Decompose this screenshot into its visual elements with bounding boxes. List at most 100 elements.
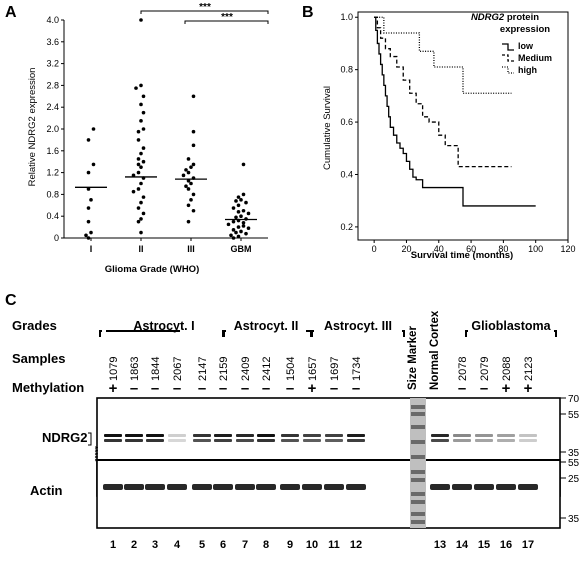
data-point xyxy=(131,189,136,194)
ndrg2-band xyxy=(519,439,537,442)
lane-number: 7 xyxy=(242,539,248,551)
sample-id: 2409 xyxy=(240,357,252,381)
bracket-astrocyt-3 xyxy=(311,330,405,337)
data-point xyxy=(136,206,141,210)
data-point xyxy=(131,173,136,178)
legend-label-high: high xyxy=(518,65,537,75)
data-point xyxy=(186,170,191,175)
lane-number: 5 xyxy=(199,539,205,551)
grade-astrocyt-3: Astrocyt. III xyxy=(324,319,392,333)
kda-label: 55 xyxy=(568,410,580,421)
data-point xyxy=(191,129,196,134)
data-point xyxy=(241,192,246,197)
actin-band xyxy=(346,484,366,490)
sample-id: 2159 xyxy=(218,357,230,381)
data-point xyxy=(84,233,88,238)
data-point xyxy=(186,203,191,208)
ndrg2-band xyxy=(453,434,471,437)
category-label: II xyxy=(138,244,143,254)
sample-id: 2078 xyxy=(457,357,469,381)
ndrg2-band xyxy=(453,439,471,442)
kda-label: 35 xyxy=(568,514,580,525)
data-point xyxy=(231,228,236,232)
data-point xyxy=(141,127,146,131)
legend-swatch-high xyxy=(502,66,514,74)
legend-title-gene: NDRG2 xyxy=(471,12,505,23)
lane-number: 9 xyxy=(287,539,293,551)
data-point xyxy=(136,162,141,167)
data-point xyxy=(141,195,146,199)
scatter-plot-area: 00.40.81.21.62.02.42.83.23.64.0I II III GBM xyxy=(46,15,268,254)
row-label-grades: Grades xyxy=(12,318,57,333)
kda-label: 35 xyxy=(568,448,580,459)
panel-c-letter: C xyxy=(5,292,17,309)
panel-a-ylabel: Relative NDRG2 expression xyxy=(27,68,38,187)
actin-band xyxy=(496,484,516,490)
sample-id: 2147 xyxy=(197,357,209,381)
methylation-status: – xyxy=(130,380,138,397)
marker-band xyxy=(411,500,425,504)
data-point xyxy=(91,162,96,167)
data-point xyxy=(139,200,143,205)
methylation-status: – xyxy=(173,380,181,397)
data-point xyxy=(189,165,193,169)
lane-number: 1 xyxy=(110,539,116,551)
lane-numbers: 1 2 3 4 5 6 7 8 9 10 11 12 13 14 15 16 17 xyxy=(110,539,534,551)
sample-id: 1734 xyxy=(351,357,363,381)
marker-band xyxy=(411,455,425,459)
ndrg2-star-marks: ***** xyxy=(90,446,99,462)
data-point xyxy=(136,170,141,175)
y-tick-label: 3.6 xyxy=(46,37,59,47)
data-point xyxy=(136,157,141,161)
legend-title-line2: expression xyxy=(500,24,550,35)
lane-number: 11 xyxy=(328,539,340,551)
data-point xyxy=(231,219,236,224)
ndrg2-band xyxy=(347,439,365,442)
category-label: I xyxy=(90,244,93,254)
ndrg2-band xyxy=(104,439,122,442)
y-tick-label: 0.2 xyxy=(340,222,353,232)
marker-band xyxy=(411,520,425,524)
methylation-status: – xyxy=(241,380,249,397)
data-point xyxy=(136,219,141,224)
actin-band xyxy=(145,484,165,490)
data-point xyxy=(141,211,146,216)
data-point xyxy=(139,217,143,221)
data-point xyxy=(136,187,141,191)
kda-label: 70 xyxy=(568,394,580,405)
ndrg2-band xyxy=(303,439,321,442)
actin-band xyxy=(452,484,472,490)
ndrg2-band xyxy=(236,434,254,437)
methylation-status: – xyxy=(262,380,270,397)
survival-plot-area: 0 20 40 60 80 100 120 0.2 0.4 0.6 0.8 1.0 xyxy=(340,11,576,254)
category-label: GBM xyxy=(231,244,252,254)
methylation-status: – xyxy=(480,380,488,397)
panel-a-letter: A xyxy=(5,4,17,21)
x-tick-label: 100 xyxy=(528,244,543,254)
category-label: III xyxy=(187,244,195,254)
sample-id: 2123 xyxy=(523,357,535,381)
ndrg2-band xyxy=(168,439,186,442)
x-tick-label: 20 xyxy=(401,244,411,254)
data-point xyxy=(236,195,241,199)
lane-number: 6 xyxy=(220,539,226,551)
sample-id: 2412 xyxy=(261,357,273,381)
data-point xyxy=(141,110,146,115)
ndrg2-band xyxy=(497,434,515,437)
lane-number: 10 xyxy=(306,539,318,551)
data-point xyxy=(191,162,196,167)
data-point xyxy=(191,94,196,99)
data-point xyxy=(226,222,231,227)
data-point xyxy=(86,170,91,175)
data-point xyxy=(89,230,93,235)
survival-curve-high xyxy=(374,16,512,94)
data-point xyxy=(234,230,238,235)
data-point xyxy=(139,230,143,235)
ndrg2-band xyxy=(168,434,186,437)
data-point xyxy=(189,198,193,202)
sample-id: 1844 xyxy=(150,357,162,381)
data-point xyxy=(246,226,251,230)
survival-curve-low xyxy=(374,16,536,207)
ndrg2-band xyxy=(281,439,299,442)
methylation-status: – xyxy=(198,380,206,397)
